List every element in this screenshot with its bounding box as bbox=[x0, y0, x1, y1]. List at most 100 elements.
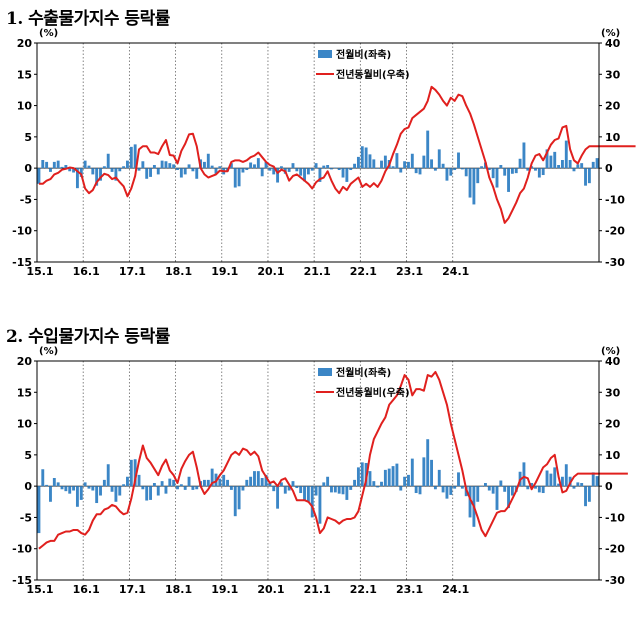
bar-monthly-change bbox=[260, 478, 264, 487]
y-right-unit: (%) bbox=[601, 346, 620, 357]
bar-monthly-change bbox=[164, 161, 168, 169]
y-right-tick: 30 bbox=[605, 386, 621, 399]
bar-monthly-change bbox=[587, 486, 591, 502]
bar-monthly-change bbox=[60, 166, 64, 169]
bar-monthly-change bbox=[426, 130, 430, 169]
bar-monthly-change bbox=[460, 168, 464, 170]
bar-monthly-change bbox=[437, 469, 441, 487]
bar-monthly-change bbox=[526, 168, 530, 171]
bar-monthly-change bbox=[137, 474, 141, 487]
bar-monthly-change bbox=[457, 472, 460, 487]
bar-monthly-change bbox=[391, 466, 395, 487]
bar-monthly-change bbox=[279, 166, 283, 169]
bar-monthly-change bbox=[233, 486, 237, 517]
bar-monthly-change bbox=[380, 481, 383, 487]
legend-label: 전월비(좌축) bbox=[336, 366, 391, 379]
bar-monthly-change bbox=[210, 165, 214, 169]
y-left-tick: 0 bbox=[24, 480, 32, 493]
bar-monthly-change bbox=[326, 476, 330, 487]
bar-monthly-change bbox=[345, 486, 349, 500]
bar-monthly-change bbox=[587, 168, 591, 184]
bar-monthly-change bbox=[407, 161, 410, 169]
bar-monthly-change bbox=[445, 168, 449, 181]
bar-monthly-change bbox=[372, 481, 376, 487]
bar-monthly-change bbox=[503, 486, 507, 492]
bar-monthly-change bbox=[99, 168, 102, 181]
x-tick-label: 16.1 bbox=[73, 583, 100, 596]
bar-monthly-change bbox=[45, 161, 49, 169]
bar-monthly-change bbox=[453, 486, 457, 489]
bar-monthly-change bbox=[437, 149, 441, 169]
bar-monthly-change bbox=[95, 168, 99, 186]
y-left-tick: 10 bbox=[17, 418, 33, 431]
bar-monthly-change bbox=[414, 486, 418, 494]
legend-label: 전년동월비(우축) bbox=[336, 386, 410, 399]
bar-monthly-change bbox=[580, 163, 584, 169]
bar-monthly-change bbox=[576, 164, 580, 169]
bar-monthly-change bbox=[141, 486, 145, 490]
bar-monthly-change bbox=[237, 486, 241, 510]
legend-label: 전월비(좌축) bbox=[336, 48, 391, 61]
bar-monthly-change bbox=[399, 168, 403, 173]
bar-monthly-change bbox=[433, 486, 437, 490]
bar-monthly-change bbox=[156, 168, 160, 175]
bar-monthly-change bbox=[476, 168, 480, 184]
y-left-unit: (%) bbox=[39, 346, 58, 357]
bar-monthly-change bbox=[187, 164, 191, 169]
bar-monthly-change bbox=[468, 168, 472, 198]
bar-monthly-change bbox=[291, 163, 295, 169]
x-tick-label: 17.1 bbox=[119, 265, 146, 278]
bar-monthly-change bbox=[75, 168, 79, 189]
bar-monthly-change bbox=[445, 486, 449, 499]
bar-monthly-change bbox=[326, 165, 330, 169]
bar-monthly-change bbox=[584, 486, 587, 507]
bar-monthly-change bbox=[414, 168, 418, 174]
export-price-chart: (%) (%) 20 15 10 5 0 -5 -10 -15 40 30 20 10 0 -10 -20 -30… bbox=[12, 28, 636, 278]
bar-monthly-change bbox=[480, 486, 484, 487]
bar-monthly-change bbox=[79, 486, 83, 500]
x-tick-label: 23.1 bbox=[396, 265, 423, 278]
bar-monthly-change bbox=[37, 486, 41, 534]
bar-monthly-change bbox=[287, 168, 291, 172]
bar-monthly-change bbox=[306, 486, 310, 503]
bar-monthly-change bbox=[337, 486, 341, 494]
bar-monthly-change bbox=[580, 483, 584, 487]
bar-monthly-change bbox=[195, 168, 199, 179]
bar-monthly-change bbox=[52, 478, 56, 487]
bar-monthly-change bbox=[356, 467, 360, 487]
bar-monthly-change bbox=[295, 486, 299, 489]
bar-monthly-change bbox=[310, 486, 314, 518]
bar-monthly-change bbox=[183, 486, 187, 490]
bar-monthly-change bbox=[383, 469, 387, 487]
line-yoy-change bbox=[38, 85, 636, 224]
bar-monthly-change bbox=[229, 486, 233, 490]
bar-monthly-change bbox=[114, 486, 118, 502]
bar-monthly-change bbox=[45, 484, 49, 487]
bar-monthly-change bbox=[264, 161, 268, 169]
bar-monthly-change bbox=[160, 481, 164, 487]
bar-monthly-change bbox=[102, 479, 106, 487]
bar-monthly-change bbox=[168, 478, 172, 487]
bar-monthly-change bbox=[87, 486, 91, 489]
bar-monthly-change bbox=[491, 168, 495, 179]
y-right-tick: 10 bbox=[605, 449, 621, 462]
bar-monthly-change bbox=[110, 168, 114, 172]
bar-monthly-change bbox=[364, 147, 368, 169]
export-price-panel: 1. 수출물가지수 등락률 (%) (%) 20 15 10 5 0 -5 -10 -15 40 30… bbox=[0, 0, 640, 300]
bar-monthly-change bbox=[441, 486, 445, 493]
bar-monthly-change bbox=[372, 159, 376, 169]
bar-monthly-change bbox=[403, 476, 407, 487]
bar-monthly-change bbox=[518, 158, 522, 169]
bar-monthly-change bbox=[276, 168, 280, 183]
bar-monthly-change bbox=[433, 168, 437, 171]
bar-monthly-change bbox=[541, 168, 545, 176]
bar-monthly-change bbox=[283, 486, 287, 494]
bar-monthly-change bbox=[376, 486, 380, 488]
bar-monthly-change bbox=[118, 486, 122, 496]
x-tick-label: 21.1 bbox=[304, 583, 331, 596]
bar-monthly-change bbox=[210, 468, 214, 487]
bar-monthly-change bbox=[480, 166, 484, 169]
x-tick-label: 15.1 bbox=[26, 265, 53, 278]
bar-monthly-change bbox=[349, 486, 353, 490]
bar-monthly-change bbox=[249, 162, 253, 169]
